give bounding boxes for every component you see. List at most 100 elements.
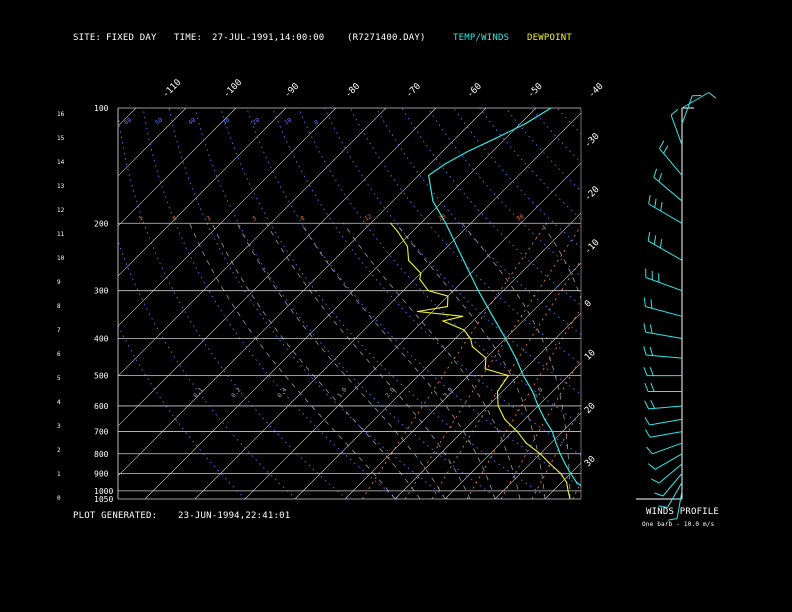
dewpoint-point [420,272,422,274]
isotherm-line [595,108,792,499]
dry-adiabat-line [194,108,500,499]
wind-barb-flag [646,446,653,455]
mixing-ratio-label: 3 [206,215,213,223]
dry-adiabat-line [687,108,792,499]
dry-adiabat-label: 20 [251,117,261,127]
dewpoint-point [560,472,562,474]
dewpoint-point [504,418,506,420]
mixing-ratio-label: 2 [172,215,179,223]
isotherm-lines [118,108,792,499]
isotherm-line [144,108,537,499]
dewpoint-point [442,320,444,322]
dewpoint-point [569,498,571,499]
pressure-tick-label: 200 [94,219,109,228]
mixing-ratio-line [500,357,581,499]
height-tick-label: 3 [57,423,61,430]
temperature-top-label: -110 [161,78,183,100]
height-tick-label: 16 [57,111,65,118]
mixing-ratio-label: 5 [252,215,259,223]
isotherm-line [494,412,581,499]
dewpoint-point [406,245,409,248]
wind-barb-flag [643,346,647,356]
moist-adiabat-line [620,223,635,499]
dewpoint-point [485,357,487,359]
wind-barb-shaft [645,277,683,292]
isotherm-line [344,262,581,499]
isotherm-line [118,108,187,177]
wind-barb-flag [650,299,653,309]
dewpoint-point [549,463,551,465]
dry-adiabat-line [713,108,792,499]
barb-note: One barb - 10.0 m/s [642,521,715,528]
temperature-top-label: -70 [404,82,423,101]
wind-barb-flag [653,235,657,245]
pressure-tick-label: 300 [94,287,109,296]
dewpoint-point [525,442,527,444]
pressure-tick-label: 600 [94,402,109,411]
temperature-point [588,490,589,491]
isotherm-line [244,162,581,499]
dewpoint-point [390,222,392,224]
height-tick-label: 9 [57,279,61,286]
pressure-tick-label: 1050 [94,495,113,504]
height-tick-label: 5 [57,375,61,382]
height-tick-label: 12 [57,207,65,214]
dry-adiabat-label: 50 [154,117,164,127]
dry-adiabat-line [609,108,792,499]
temperature-top-label: -100 [222,78,244,100]
dewpoint-point [408,259,410,261]
height-tick-label: 13 [57,183,65,190]
wind-barb-shaft [649,431,683,438]
temp-winds-legend: TEMP/WINDS [453,33,510,43]
wind-barb-flag [644,417,650,426]
pressure-tick-label: 900 [94,469,109,478]
height-tick-label: 4 [57,399,61,406]
temperature-point [551,430,554,433]
temperature-right-label: 10 [583,348,598,363]
dry-adiabat-line [168,108,449,499]
dewpoint-point [497,405,499,407]
pressure-tick-label: 500 [94,372,109,381]
mixing-ratio-line [404,225,581,499]
temperature-point [564,463,566,465]
wind-barb-shaft [658,463,683,484]
isotherm-line [394,312,581,499]
plot-generated-label: PLOT GENERATED: [73,511,158,521]
isotherm-line [118,108,287,277]
temperature-right-label: -10 [583,238,602,257]
height-tick-label: 6 [57,351,61,358]
temperature-point [522,375,524,377]
height-tick-label: 1 [57,471,61,478]
wind-barb-shaft [681,95,693,125]
wind-barb-shaft [647,240,683,261]
temperature-point [515,357,517,359]
dry-adiabat-line [118,239,297,499]
pressure-tick-label: 700 [94,428,109,437]
wind-barb-flag [660,202,663,211]
height-tick-label: 10 [57,255,65,262]
moist-adiabat-line [189,223,396,499]
temperature-point [524,123,526,125]
temperature-right-label: 20 [583,401,598,416]
wind-barb-shaft [653,176,683,202]
wind-barb-flag [644,400,650,410]
dewpoint-profile-line [390,222,571,499]
temperature-point [445,222,447,224]
dry-adiabat-line [375,108,581,336]
dry-adiabat-line [530,108,581,164]
dry-adiabat-line [323,108,581,395]
moist-adiabat-lines [189,223,635,499]
wind-barb-flag [658,172,663,182]
temperature-point [466,151,468,153]
mixing-ratio-line [466,307,581,499]
wind-barb-flag [653,168,658,178]
time-value: 27-JUL-1991,14:00:00 [212,33,325,43]
wind-barb-shaft [645,306,683,317]
winds-profile-title: WINDS PROFILE [646,507,720,517]
height-tick-label: 11 [57,231,65,238]
wind-barb-flag [648,195,651,205]
pressure-tick-label: 100 [94,104,109,113]
temperature-top-label: -40 [587,82,606,101]
sounding-profiles [390,108,589,499]
